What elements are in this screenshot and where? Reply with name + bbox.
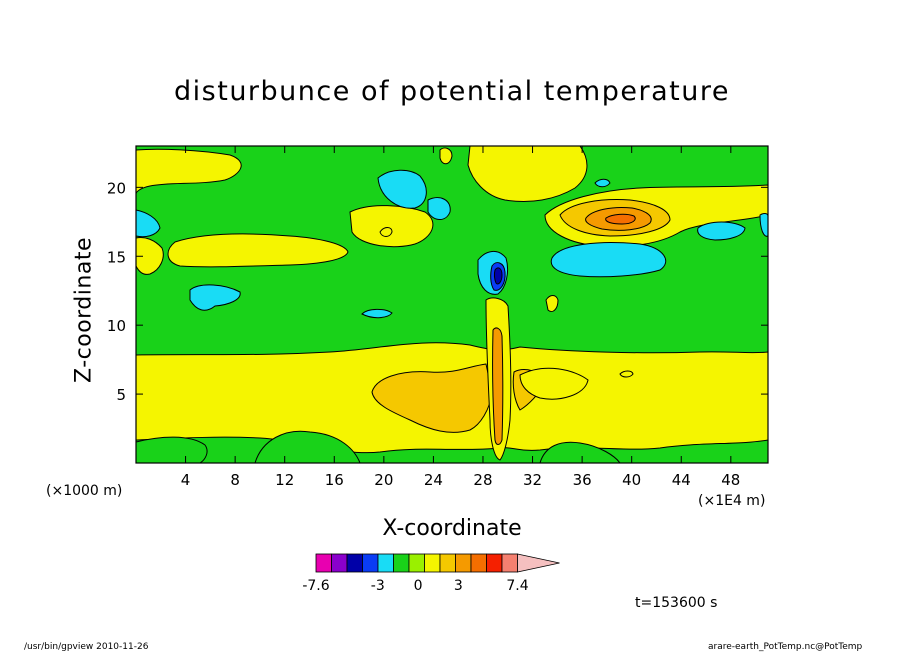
contour-region-yellow-mid	[349, 205, 434, 248]
x-tick-label: 48	[721, 471, 740, 489]
contour-region-yellow-top-center	[467, 146, 588, 202]
footer-left: /usr/bin/gpview 2010-11-26	[24, 642, 149, 652]
colorbar: -7.6 -3 0 3 7.4	[302, 553, 560, 594]
contour-region-cyan-large-right	[550, 242, 667, 278]
colorbar-swatch	[362, 553, 379, 573]
colorbar-swatch	[346, 553, 363, 573]
x-tick-label: 40	[622, 471, 641, 489]
contour-region-cyan-small-1	[361, 308, 393, 319]
contour-region-small-yellow-4	[439, 147, 453, 165]
colorbar-swatch	[439, 553, 456, 573]
contour-region-cyan-right	[697, 221, 746, 241]
contour-region-cyan-edge	[759, 212, 768, 237]
colorbar-swatch	[331, 553, 348, 573]
x-tick-label: 20	[374, 471, 393, 489]
y-tick-label: 5	[116, 386, 126, 404]
contour-region-cyan-center-2	[427, 197, 451, 220]
time-annotation: t=153600 s	[635, 595, 718, 611]
x-tick-label: 32	[523, 471, 542, 489]
colorbar-swatch	[486, 553, 503, 573]
colorbar-tick-label: -7.6	[302, 578, 329, 594]
x-tick-label: 44	[672, 471, 691, 489]
contour-region-small-yellow-3	[619, 370, 634, 378]
contour-region-cyan-center-upper	[377, 169, 427, 209]
contour-region-bottom-green-1	[254, 430, 361, 463]
contour-region-small-yellow-2	[545, 295, 559, 313]
x-unit-right: (×1E4 m)	[698, 493, 766, 509]
colorbar-swatch	[424, 553, 441, 573]
colorbar-tick-label: 3	[454, 578, 463, 594]
colorbar-swatch	[393, 553, 410, 573]
contour-region-red-core	[605, 213, 636, 225]
colorbar-swatch	[470, 553, 487, 573]
colorbar-swatch	[455, 553, 472, 573]
colorbar-tick-label: -3	[371, 578, 385, 594]
y-tick-label: 10	[107, 317, 126, 335]
contour-region-cyan-left	[189, 284, 241, 311]
colorbar-swatch	[501, 553, 518, 573]
contour-region-cyan-left-edge	[136, 209, 161, 238]
contour-region-cyan-small-2	[594, 178, 611, 188]
x-tick-label: 4	[181, 471, 191, 489]
chart-title: disturbunce of potential temperature	[174, 76, 730, 107]
colorbar-arrow	[517, 553, 560, 573]
contour-region-strip-orange	[492, 327, 504, 445]
y-tick-label: 15	[107, 248, 126, 266]
contour-region-orange-lower	[371, 363, 493, 433]
x-tick-label: 16	[325, 471, 344, 489]
x-tick-label: 36	[573, 471, 592, 489]
contour-region-navy-core	[493, 267, 503, 285]
x-tick-label: 24	[424, 471, 443, 489]
colorbar-swatch	[377, 553, 394, 573]
colorbar-swatch	[408, 553, 425, 573]
colorbar-swatch	[315, 553, 332, 573]
contour-region-yellow-upper-left	[136, 148, 242, 195]
footer-right: arare-earth_PotTemp.nc@PotTemp	[708, 642, 863, 652]
plot-frame	[135, 145, 769, 464]
x-tick-label: 8	[230, 471, 240, 489]
contour-region-small-yellow-1	[379, 227, 393, 237]
x-tick-label: 12	[275, 471, 294, 489]
contour-region-yellow-band-15-left	[136, 237, 164, 275]
contour-region-bottom-green-2	[136, 436, 208, 463]
contour-region-bottom-green-3	[539, 441, 621, 463]
colorbar-tick-label: 7.4	[506, 578, 528, 594]
contour-region-yellow-band-15	[167, 233, 349, 268]
contour-region-yellow-right-lower	[519, 367, 589, 400]
x-axis-label: X-coordinate	[382, 516, 522, 541]
x-unit-left: (×1000 m)	[46, 483, 123, 499]
y-tick-label: 20	[107, 179, 126, 197]
x-tick-label: 28	[473, 471, 492, 489]
colorbar-tick-label: 0	[414, 578, 423, 594]
